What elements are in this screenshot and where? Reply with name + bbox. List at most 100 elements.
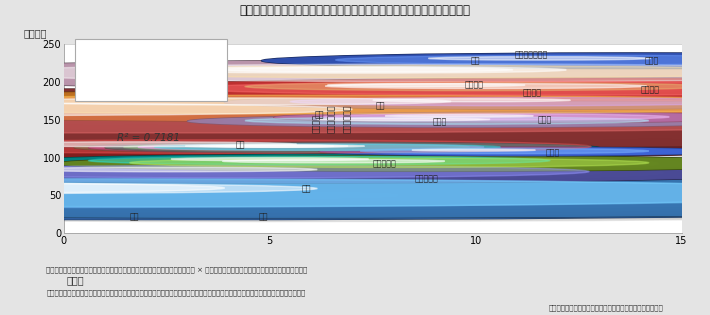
Ellipse shape — [471, 100, 636, 104]
Ellipse shape — [385, 115, 533, 117]
Text: インドネシア: インドネシア — [327, 104, 336, 133]
Ellipse shape — [130, 158, 649, 168]
Ellipse shape — [241, 68, 710, 78]
Ellipse shape — [336, 113, 706, 121]
Ellipse shape — [245, 117, 649, 124]
Ellipse shape — [403, 120, 548, 123]
Ellipse shape — [0, 90, 710, 122]
Ellipse shape — [229, 102, 599, 110]
Ellipse shape — [290, 146, 414, 149]
Ellipse shape — [136, 143, 569, 152]
Ellipse shape — [0, 180, 710, 207]
Ellipse shape — [0, 62, 710, 83]
Ellipse shape — [0, 171, 710, 220]
Ellipse shape — [23, 154, 682, 168]
Ellipse shape — [0, 98, 710, 133]
Ellipse shape — [323, 114, 670, 120]
Ellipse shape — [0, 103, 710, 133]
Ellipse shape — [294, 113, 710, 123]
Ellipse shape — [89, 157, 550, 165]
Ellipse shape — [229, 145, 476, 150]
Ellipse shape — [302, 83, 710, 92]
Ellipse shape — [336, 147, 710, 156]
Ellipse shape — [241, 160, 611, 168]
Text: ロシア: ロシア — [537, 115, 552, 124]
Ellipse shape — [109, 143, 603, 153]
Ellipse shape — [85, 156, 710, 172]
Ellipse shape — [412, 149, 535, 151]
Ellipse shape — [344, 84, 673, 91]
Text: 香港: 香港 — [236, 140, 245, 149]
Text: イタリア: イタリア — [465, 80, 484, 89]
Text: 図表２：訪日旅行者の平均泊数（横軸）と買物代を除く旅行支出（縦軸）: 図表２：訪日旅行者の平均泊数（横軸）と買物代を除く旅行支出（縦軸） — [239, 4, 471, 17]
Ellipse shape — [0, 184, 317, 193]
Ellipse shape — [0, 175, 710, 215]
Ellipse shape — [224, 95, 710, 109]
Ellipse shape — [151, 80, 710, 99]
Ellipse shape — [334, 162, 519, 165]
Ellipse shape — [439, 120, 512, 122]
Ellipse shape — [146, 157, 558, 166]
Ellipse shape — [0, 62, 710, 83]
Ellipse shape — [89, 142, 583, 153]
Ellipse shape — [23, 192, 311, 198]
Ellipse shape — [474, 150, 577, 152]
Ellipse shape — [0, 60, 710, 89]
Ellipse shape — [55, 156, 710, 171]
Ellipse shape — [0, 136, 710, 159]
Ellipse shape — [197, 145, 444, 150]
Ellipse shape — [490, 117, 552, 118]
Text: 観光・レジャー目的: 観光・レジャー目的 — [85, 51, 139, 61]
Ellipse shape — [285, 83, 710, 96]
Ellipse shape — [0, 183, 224, 193]
Ellipse shape — [210, 116, 710, 128]
Ellipse shape — [105, 143, 537, 152]
Ellipse shape — [586, 60, 679, 62]
Ellipse shape — [327, 83, 525, 87]
Ellipse shape — [0, 103, 352, 116]
Ellipse shape — [0, 100, 710, 137]
Ellipse shape — [206, 81, 710, 95]
Ellipse shape — [200, 145, 348, 147]
Text: 韓国: 韓国 — [129, 213, 138, 222]
Ellipse shape — [0, 60, 710, 89]
Ellipse shape — [345, 148, 705, 155]
Ellipse shape — [0, 173, 710, 218]
Ellipse shape — [428, 57, 651, 60]
Text: ドイツ: ドイツ — [645, 56, 659, 65]
Ellipse shape — [321, 147, 383, 148]
Ellipse shape — [181, 144, 490, 151]
Ellipse shape — [84, 78, 710, 101]
Ellipse shape — [21, 167, 317, 172]
Ellipse shape — [261, 53, 710, 69]
Ellipse shape — [93, 66, 710, 78]
Ellipse shape — [419, 85, 710, 94]
Ellipse shape — [0, 180, 710, 210]
Ellipse shape — [0, 178, 710, 208]
Ellipse shape — [146, 67, 567, 73]
Ellipse shape — [0, 163, 710, 182]
Ellipse shape — [181, 67, 710, 82]
Ellipse shape — [224, 116, 710, 127]
Text: フランス: フランス — [640, 85, 660, 94]
Ellipse shape — [366, 114, 675, 121]
Text: 出所）観光庁「訪日外国人消費動向調査」より大和総研作成: 出所）観光庁「訪日外国人消費動向調査」より大和総研作成 — [549, 305, 664, 311]
Ellipse shape — [84, 78, 710, 101]
Ellipse shape — [308, 54, 710, 68]
Ellipse shape — [389, 99, 710, 106]
Ellipse shape — [0, 162, 710, 183]
Ellipse shape — [274, 146, 398, 149]
Ellipse shape — [117, 65, 710, 81]
Ellipse shape — [368, 119, 584, 123]
Ellipse shape — [348, 98, 710, 107]
Ellipse shape — [373, 99, 570, 102]
Text: タイ: タイ — [302, 184, 312, 193]
Ellipse shape — [302, 69, 673, 77]
Text: ベトナム: ベトナム — [312, 113, 321, 133]
Ellipse shape — [0, 136, 710, 159]
Ellipse shape — [0, 89, 710, 148]
Ellipse shape — [274, 112, 710, 123]
Text: マレーシア: マレーシア — [373, 159, 396, 168]
Ellipse shape — [94, 143, 588, 153]
Text: シンガポール: シンガポール — [343, 104, 352, 133]
